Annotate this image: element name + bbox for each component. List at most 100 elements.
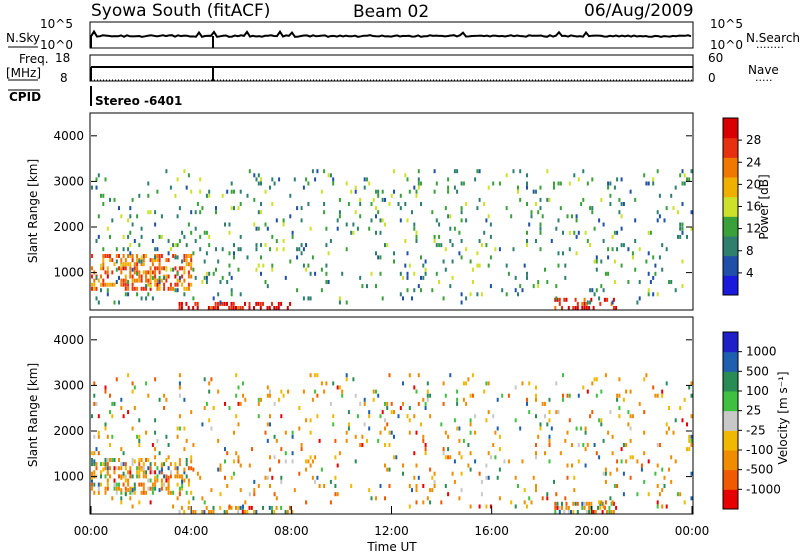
heatmap-cell bbox=[422, 500, 425, 505]
heatmap-cell bbox=[221, 247, 224, 252]
heatmap-cell bbox=[652, 292, 655, 297]
heatmap-cell bbox=[476, 263, 479, 268]
heatmap-cell bbox=[627, 280, 630, 284]
heatmap-cell bbox=[613, 185, 616, 190]
heatmap-cell bbox=[399, 292, 402, 297]
heatmap-cell bbox=[584, 230, 587, 235]
heatmap-cell bbox=[406, 271, 409, 276]
heatmap-cell bbox=[469, 418, 472, 423]
heatmap-cell bbox=[176, 482, 179, 487]
heatmap-cell bbox=[102, 278, 105, 283]
heatmap-cell bbox=[399, 218, 402, 223]
heatmap-cell bbox=[95, 296, 98, 301]
heatmap-cell bbox=[429, 414, 432, 419]
heatmap-cell bbox=[174, 193, 177, 198]
heatmap-cell bbox=[201, 206, 204, 211]
heatmap-cell bbox=[424, 451, 427, 456]
heatmap-cell bbox=[568, 393, 571, 398]
heatmap-cell bbox=[384, 401, 386, 406]
heatmap-cell bbox=[541, 214, 544, 219]
heatmap-cell bbox=[154, 455, 157, 460]
heatmap-cell bbox=[142, 258, 145, 263]
heatmap-cell bbox=[136, 434, 139, 439]
heatmap-cell bbox=[661, 467, 664, 472]
heatmap-cell bbox=[129, 496, 132, 501]
heatmap-cell bbox=[199, 177, 202, 182]
heatmap-cell bbox=[131, 488, 134, 493]
heatmap-cell bbox=[165, 458, 168, 462]
heatmap-cell bbox=[517, 185, 519, 190]
heatmap-cell bbox=[235, 373, 238, 378]
heatmap-cell bbox=[656, 484, 659, 488]
heatmap-cell bbox=[618, 197, 621, 202]
heatmap-cell bbox=[435, 271, 438, 276]
heatmap-cell bbox=[611, 247, 614, 252]
heatmap-cell bbox=[169, 474, 172, 479]
heatmap-cell bbox=[280, 389, 283, 394]
heatmap-cell bbox=[606, 510, 609, 514]
heatmap-cell bbox=[255, 226, 258, 231]
heatmap-cell bbox=[106, 282, 109, 287]
heatmap-cell bbox=[250, 505, 253, 510]
heatmap-cell bbox=[599, 505, 602, 510]
heatmap-cell bbox=[408, 504, 411, 509]
heatmap-cell bbox=[147, 292, 150, 297]
heatmap-cell bbox=[336, 463, 339, 468]
heatmap-cell bbox=[113, 197, 116, 202]
heatmap-cell bbox=[185, 438, 188, 443]
heatmap-cell bbox=[433, 189, 436, 194]
heatmap-cell bbox=[550, 239, 553, 243]
heatmap-cell bbox=[442, 381, 445, 386]
heatmap-cell bbox=[565, 505, 568, 510]
heatmap-cell bbox=[174, 466, 177, 471]
heatmap-cell bbox=[129, 251, 132, 256]
heatmap-cell bbox=[305, 267, 308, 272]
heatmap-cell bbox=[93, 434, 96, 439]
heatmap-cell bbox=[226, 280, 229, 284]
heatmap-cell bbox=[91, 266, 93, 271]
heatmap-cell bbox=[433, 479, 436, 484]
heatmap-cell bbox=[577, 459, 580, 464]
y-tick-label: 4000 bbox=[53, 333, 84, 347]
heatmap-cell bbox=[311, 459, 314, 464]
heatmap-cell bbox=[591, 177, 594, 182]
heatmap-cell bbox=[413, 385, 416, 390]
heatmap-cell bbox=[332, 177, 335, 182]
heatmap-cell bbox=[690, 443, 693, 447]
heatmap-cell bbox=[487, 263, 490, 268]
heatmap-cell bbox=[420, 422, 422, 427]
heatmap-cell bbox=[133, 239, 136, 243]
heatmap-cell bbox=[514, 504, 517, 509]
heatmap-cell bbox=[244, 301, 246, 306]
heatmap-cell bbox=[228, 306, 231, 310]
heatmap-cell bbox=[246, 193, 249, 198]
heatmap-cell bbox=[592, 510, 595, 514]
heatmap-cell bbox=[453, 226, 456, 231]
heatmap-cell bbox=[183, 266, 186, 271]
heatmap-cell bbox=[386, 243, 389, 248]
heatmap-cell bbox=[668, 467, 670, 472]
heatmap-cell bbox=[244, 500, 247, 505]
colorbar-segment bbox=[723, 410, 738, 431]
heatmap-cell bbox=[388, 430, 391, 435]
heatmap-cell bbox=[553, 181, 555, 186]
heatmap-cell bbox=[555, 381, 558, 386]
heatmap-cell bbox=[379, 271, 382, 276]
heatmap-cell bbox=[300, 206, 303, 211]
heatmap-cell bbox=[149, 210, 152, 215]
heatmap-cell bbox=[129, 470, 132, 475]
heatmap-cell bbox=[456, 401, 459, 406]
heatmap-cell bbox=[176, 474, 179, 479]
heatmap-cell bbox=[686, 422, 688, 427]
heatmap-cell bbox=[460, 471, 463, 476]
heatmap-cell bbox=[564, 275, 567, 280]
heatmap-cell bbox=[284, 451, 287, 456]
heatmap-cell bbox=[113, 470, 116, 475]
heatmap-cell bbox=[679, 173, 682, 178]
heatmap-cell bbox=[169, 185, 172, 190]
heatmap-cell bbox=[210, 488, 213, 493]
heatmap-cell bbox=[129, 466, 132, 471]
heatmap-cell bbox=[102, 467, 105, 472]
heatmap-cell bbox=[260, 202, 262, 206]
